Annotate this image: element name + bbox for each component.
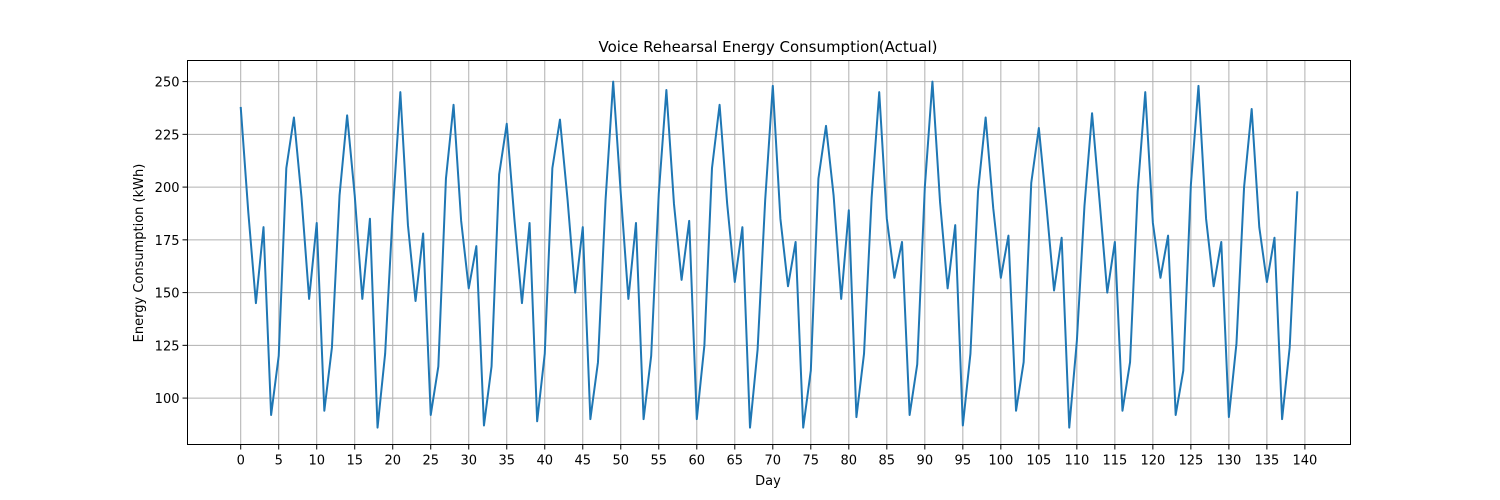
x-tick-label: 5 [275,454,283,469]
x-tick-label: 70 [765,454,782,469]
x-tick-label: 20 [384,454,401,469]
x-tick-label: 105 [1026,454,1051,469]
x-tick-label: 60 [689,454,706,469]
y-tick-label: 200 [155,181,180,196]
y-tick-label: 250 [155,76,180,91]
axis-ticks: 0 5 10 15 20 25 30 35 40 45 50 55 60 65 70 75 80 85 90 95 10… [155,76,1318,469]
x-tick-label: 30 [460,454,477,469]
x-tick-label: 35 [498,454,515,469]
y-tick-label: 225 [155,128,180,143]
x-tick-label: 45 [574,454,591,469]
plot-frame [187,60,1351,445]
x-tick-label: 90 [917,454,934,469]
x-tick-label: 0 [237,454,245,469]
x-tick-label: 115 [1102,454,1127,469]
x-tick-label: 120 [1140,454,1165,469]
x-tick-label: 80 [841,454,858,469]
y-tick-label: 125 [155,339,180,354]
x-tick-label: 110 [1064,454,1089,469]
x-tick-label: 135 [1254,454,1279,469]
x-tick-label: 10 [308,454,325,469]
chart-title: Voice Rehearsal Energy Consumption(Actua… [598,38,937,56]
x-tick-label: 75 [803,454,820,469]
x-tick-label: 40 [536,454,553,469]
x-tick-label: 130 [1216,454,1241,469]
x-tick-label: 100 [988,454,1013,469]
grid-lines [187,60,1351,445]
x-tick-label: 55 [651,454,668,469]
x-tick-label: 65 [727,454,744,469]
y-tick-label: 175 [155,234,180,249]
y-tick-label: 100 [155,392,180,407]
x-tick-label: 50 [613,454,630,469]
x-tick-label: 125 [1178,454,1203,469]
x-axis-title: Day [755,474,781,489]
y-axis-title: Energy Consumption (kWh) [132,164,147,343]
x-tick-label: 15 [346,454,363,469]
x-tick-label: 140 [1292,454,1317,469]
series-line [239,80,1299,429]
x-tick-label: 95 [955,454,972,469]
x-tick-label: 25 [422,454,439,469]
x-tick-label: 85 [879,454,896,469]
y-tick-label: 150 [155,287,180,302]
series-layer [239,80,1299,429]
